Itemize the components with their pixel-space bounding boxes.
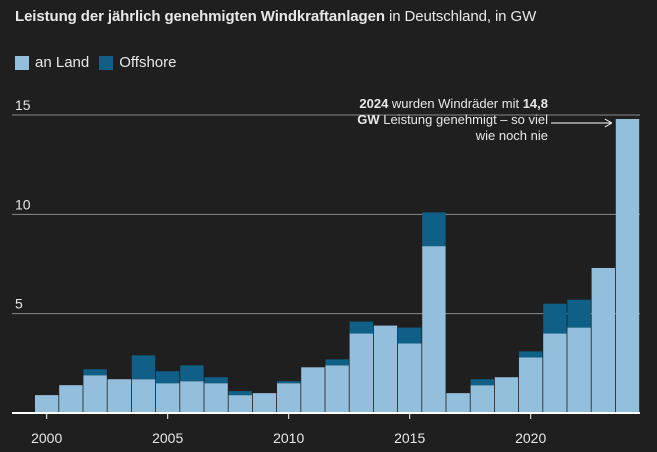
chart-title: Leistung der jährlich genehmigten Windkr… [15,8,536,25]
bar-land-2018 [470,385,494,413]
legend-swatch-land [15,55,29,70]
bar-offshore-2013 [349,321,373,334]
bar-offshore-2007 [204,377,228,384]
legend-item-land: an Land [15,54,89,71]
bar-land-2001 [59,385,83,413]
x-tick-label-2000: 2000 [31,430,62,446]
bar-land-2004 [131,379,156,413]
bar-land-2021 [543,333,567,413]
bar-land-2006 [180,381,204,413]
x-tick-label-2020: 2020 [515,430,546,446]
bar-offshore-2021 [543,303,567,334]
annotation-arrow-head [604,118,613,128]
bar-land-2009 [252,393,277,413]
bar-land-2003 [107,379,131,413]
x-tick-label-2015: 2015 [394,430,425,446]
bar-offshore-2006 [180,365,204,382]
bar-land-2024 [615,118,640,414]
bar-offshore-2016 [422,212,446,247]
annotation-2024: 2024 wurden Windräder mit 14,8 GW Leistu… [320,96,548,144]
y-tick-label-5: 5 [15,296,23,312]
annotation-line-3: wie noch nie [475,128,548,143]
bar-land-2010 [277,383,301,413]
bar-offshore-2015 [398,327,422,344]
legend-label-offshore: Offshore [119,54,177,71]
legend: an Land Offshore [15,54,187,71]
bar-offshore-2004 [131,355,156,380]
bar-land-2008 [228,395,252,413]
x-tick-label-2010: 2010 [273,430,304,446]
bar-land-2022 [567,327,591,413]
bar-offshore-2010 [277,381,301,384]
bar-offshore-2002 [83,369,107,376]
bar-land-2005 [156,383,180,413]
bar-land-2019 [494,377,519,413]
bar-land-2016 [422,246,446,413]
x-tick-label-2005: 2005 [152,430,183,446]
chart-title-bold: Leistung der jährlich genehmigten Windkr… [15,8,385,25]
bar-land-2015 [398,343,422,413]
y-tick-label-15: 15 [15,97,31,113]
bar-land-2011 [301,367,325,413]
legend-swatch-offshore [99,55,114,70]
bar-land-2017 [446,393,470,413]
annotation-line-1: 2024 wurden Windräder mit 14,8 [359,96,548,111]
legend-item-offshore: Offshore [99,54,177,71]
bar-land-2023 [591,267,615,413]
chart-title-rest: in Deutschland, in GW [384,8,537,25]
bar-land-2014 [373,325,398,413]
bar-land-2020 [519,357,543,413]
bar-land-2012 [325,365,349,413]
bar-land-2000 [35,395,59,413]
bar-offshore-2022 [567,299,591,328]
bar-offshore-2005 [156,371,180,384]
bar-offshore-2012 [325,359,349,366]
bar-offshore-2008 [228,391,252,396]
y-tick-label-10: 10 [15,196,31,212]
bar-offshore-2020 [519,351,543,358]
bar-offshore-2018 [470,379,494,386]
annotation-line-2: GW Leistung genehmigt – so viel [357,112,548,127]
bar-land-2007 [204,383,228,413]
bar-land-2002 [83,375,107,413]
bar-land-2013 [349,333,373,413]
legend-label-land: an Land [35,54,90,71]
